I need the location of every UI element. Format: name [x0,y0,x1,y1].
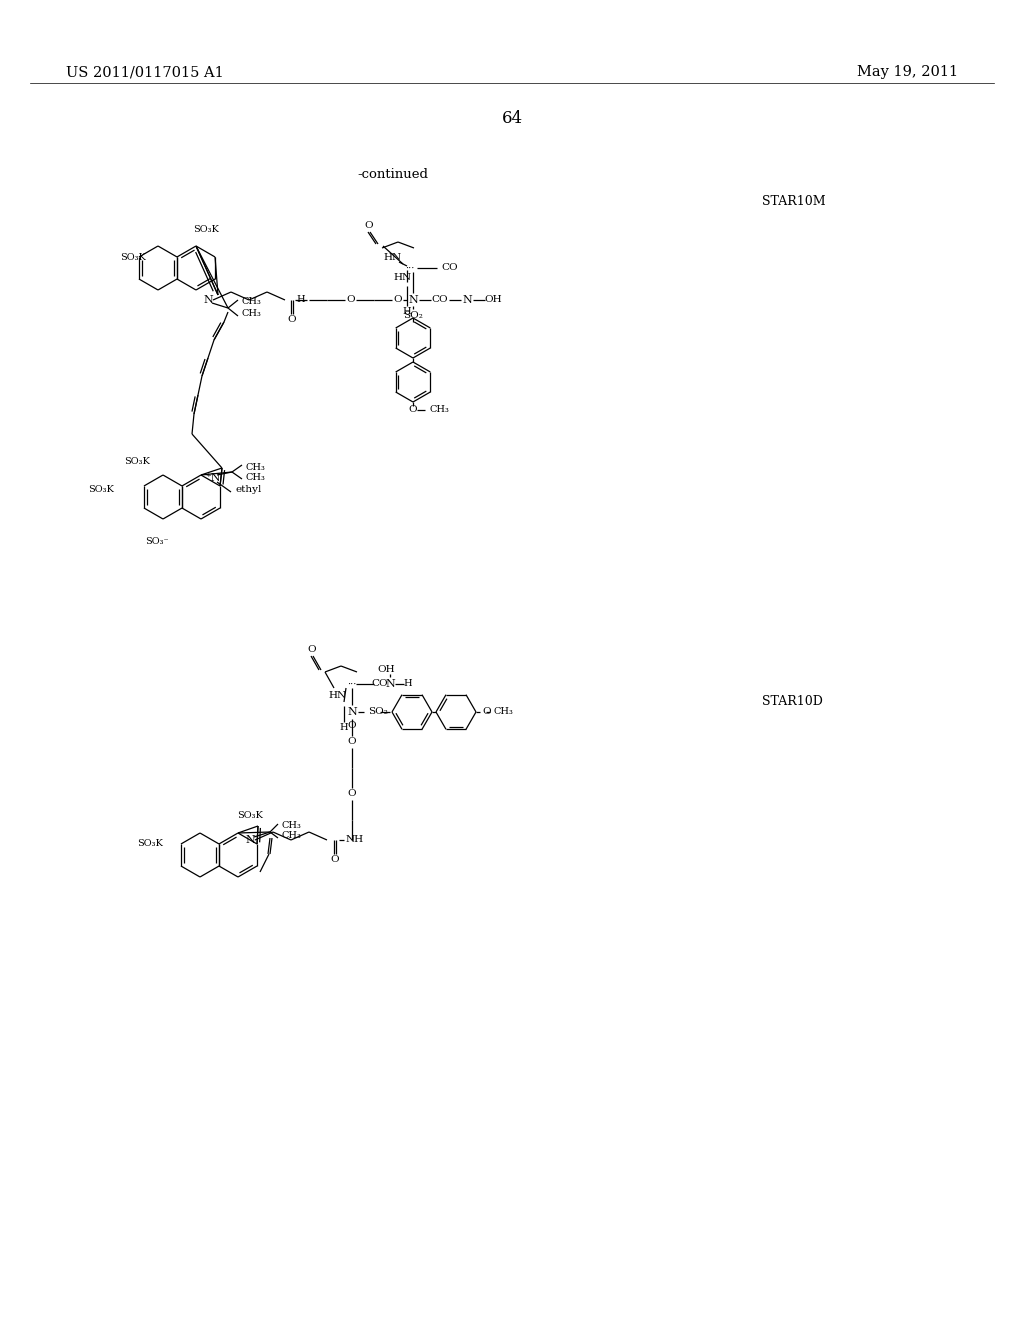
Text: CO: CO [432,296,449,305]
Text: O: O [409,405,418,414]
Text: SO₃K: SO₃K [193,226,219,235]
Text: O: O [365,222,374,231]
Text: CH₃: CH₃ [282,832,302,841]
Text: CH₃: CH₃ [429,405,449,414]
Text: N: N [385,678,395,689]
Text: H: H [297,296,305,305]
Text: SO₃K: SO₃K [237,812,263,821]
Text: O: O [348,722,356,730]
Text: N: N [409,294,418,305]
Text: N: N [462,294,472,305]
Text: N: N [347,708,357,717]
Text: SO₃K: SO₃K [88,486,114,495]
Text: O: O [347,296,355,305]
Text: ⁺N: ⁺N [205,473,221,483]
Text: SO₂: SO₂ [368,708,388,717]
Text: STAR10M: STAR10M [762,195,825,209]
Text: STAR10D: STAR10D [762,696,823,708]
Text: CH₃: CH₃ [242,297,262,306]
Text: HN: HN [394,273,412,282]
Text: HN: HN [329,692,347,701]
Text: SO₂: SO₂ [403,310,423,319]
Text: ethyl: ethyl [234,486,261,495]
Text: SO₃⁻: SO₃⁻ [145,537,169,546]
Text: SO₃K: SO₃K [120,253,145,263]
Text: CO: CO [441,264,458,272]
Text: CH₃: CH₃ [246,462,266,471]
Text: OH: OH [484,296,502,305]
Text: CH₃: CH₃ [282,821,302,830]
Text: CH₃: CH₃ [246,473,266,482]
Text: CH₃: CH₃ [242,309,262,318]
Text: -continued: -continued [357,168,428,181]
Text: US 2011/0117015 A1: US 2011/0117015 A1 [66,65,224,79]
Text: CH₃: CH₃ [494,708,514,717]
Text: SO₃K: SO₃K [137,840,163,849]
Text: H: H [340,723,348,733]
Text: O: O [307,645,316,655]
Text: O: O [331,855,339,865]
Text: N: N [203,294,213,305]
Text: H: H [403,680,413,689]
Text: O: O [348,789,356,799]
Text: ···: ··· [347,680,356,689]
Text: O: O [348,738,356,747]
Text: O: O [288,315,296,325]
Text: SO₃K: SO₃K [124,458,150,466]
Text: 64: 64 [502,110,522,127]
Text: NH: NH [346,836,365,845]
Text: CO: CO [372,680,388,689]
Text: HN: HN [384,253,402,263]
Text: OH: OH [377,665,395,675]
Text: ···: ··· [406,264,415,272]
Text: O: O [393,296,402,305]
Text: May 19, 2011: May 19, 2011 [857,65,958,79]
Text: H: H [402,308,412,317]
Text: N: N [245,836,255,845]
Text: O: O [482,708,490,717]
